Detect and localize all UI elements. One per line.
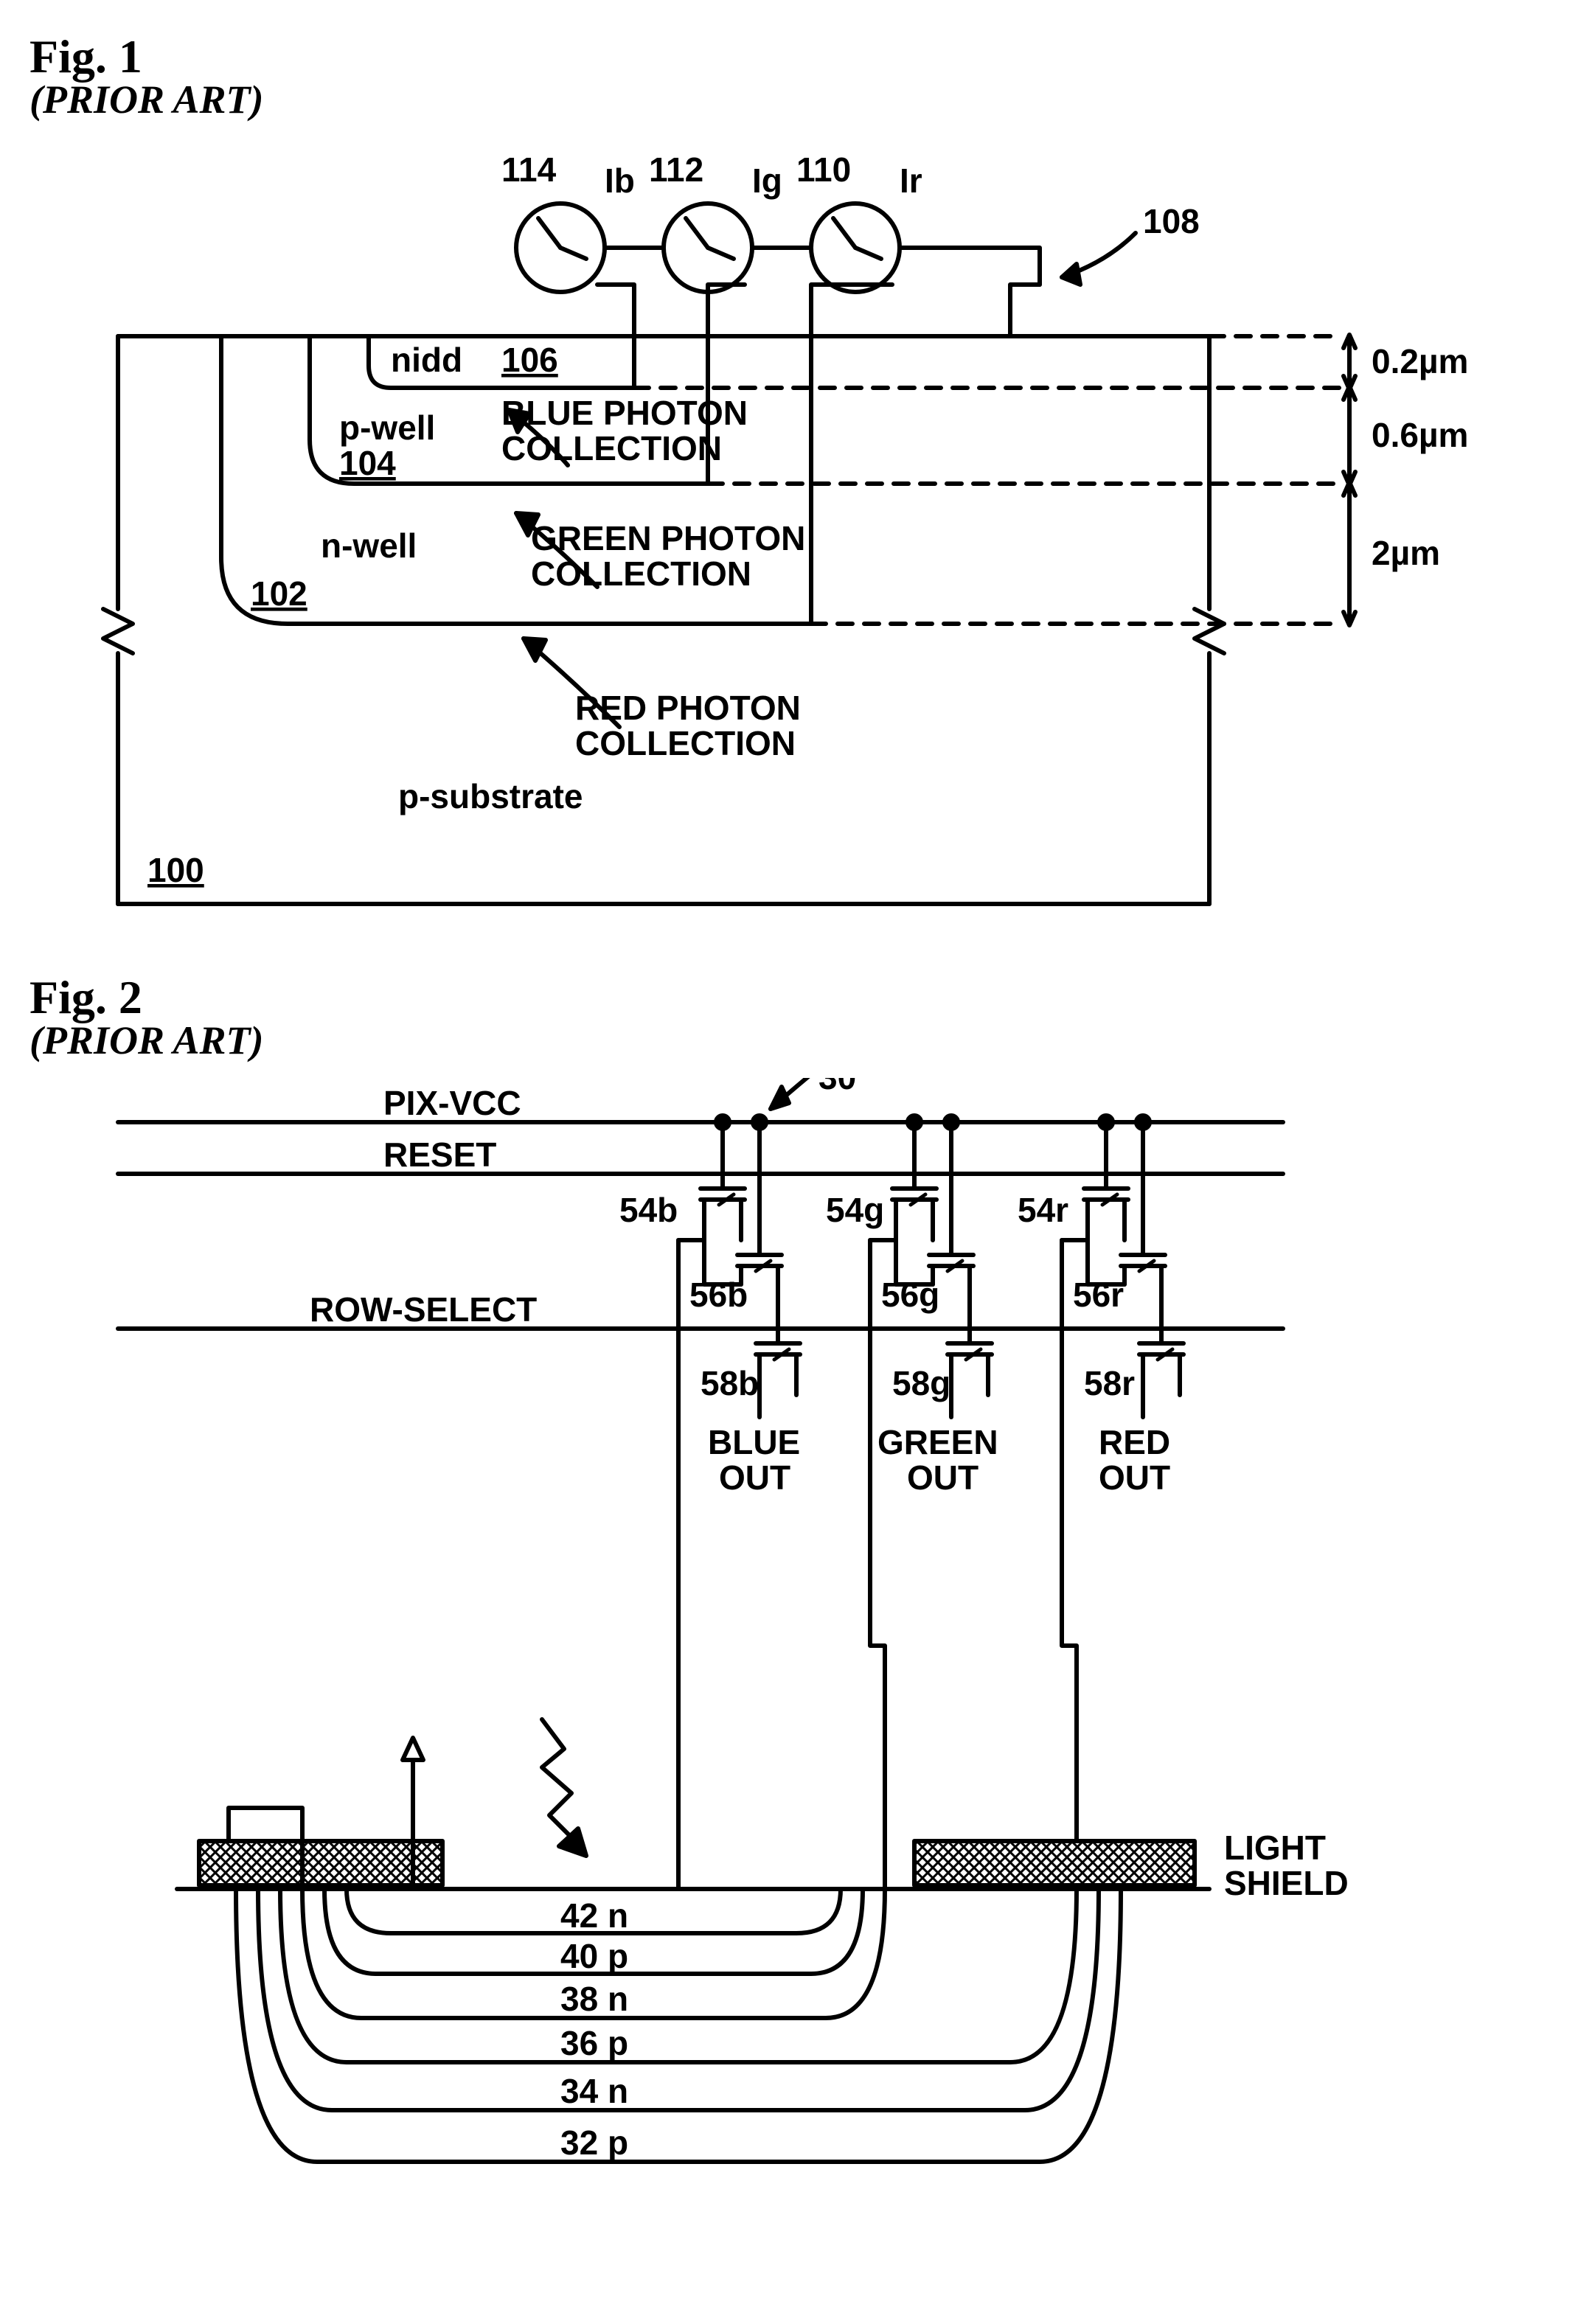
lbl-nidd: nidd — [391, 341, 462, 379]
lbl-d1: 0.2µm — [1372, 342, 1468, 380]
lbl-104: 104 — [339, 444, 396, 482]
lbl-32: 32 p — [560, 2123, 628, 2162]
lbl-d3: 2µm — [1372, 534, 1440, 572]
lbl-100: 100 — [147, 851, 204, 889]
lbl-112: 112 — [649, 150, 703, 189]
lbl-ir: Ir — [900, 161, 922, 200]
fig2-title-block: Fig. 2 (PRIOR ART) — [29, 970, 1549, 1063]
lbl-36: 36 p — [560, 2024, 628, 2062]
lbl-56b: 56b — [689, 1276, 748, 1314]
fig1-title-block: Fig. 1 (PRIOR ART) — [29, 29, 1549, 122]
lbl-56r: 56r — [1073, 1276, 1124, 1314]
lbl-106: 106 — [501, 341, 558, 379]
lbl-ib: Ib — [605, 161, 635, 200]
lbl-58g: 58g — [892, 1364, 950, 1402]
lbl-rowsel: ROW-SELECT — [310, 1290, 537, 1329]
lbl-54r: 54r — [1018, 1191, 1068, 1229]
lbl-nwell: n-well — [321, 526, 417, 565]
lbl-38: 38 n — [560, 1980, 628, 2018]
lbl-54b: 54b — [619, 1191, 678, 1229]
lbl-54g: 54g — [826, 1191, 884, 1229]
lbl-greenout: GREENOUT — [877, 1423, 998, 1497]
lbl-34: 34 n — [560, 2072, 628, 2110]
lbl-56g: 56g — [881, 1276, 939, 1314]
lbl-reset: RESET — [383, 1135, 496, 1174]
lbl-58b: 58b — [701, 1364, 759, 1402]
lbl-ig: Ig — [752, 161, 782, 200]
lbl-108: 108 — [1143, 202, 1200, 240]
lbl-d2: 0.6µm — [1372, 416, 1468, 454]
fig1-subtitle: (PRIOR ART) — [29, 77, 1549, 122]
lbl-110: 110 — [796, 150, 851, 189]
lbl-40: 40 p — [560, 1937, 628, 1975]
lbl-pixvcc: PIX-VCC — [383, 1084, 521, 1122]
lbl-114: 114 — [501, 150, 557, 189]
lbl-green: GREEN PHOTONCOLLECTION — [531, 519, 805, 593]
fig2-subtitle: (PRIOR ART) — [29, 1017, 1549, 1063]
lbl-lightshield: LIGHTSHIELD — [1224, 1829, 1349, 1902]
fig2-diagram: PIX-VCC RESET ROW-SELECT 30 54b 54g 54r … — [29, 1078, 1549, 2295]
lbl-redout: REDOUT — [1099, 1423, 1170, 1497]
lbl-red: RED PHOTONCOLLECTION — [575, 689, 801, 762]
lbl-102: 102 — [251, 574, 307, 613]
lbl-58r: 58r — [1084, 1364, 1135, 1402]
lbl-42: 42 n — [560, 1896, 628, 1935]
lbl-pwell: p-well — [339, 408, 435, 447]
lbl-blueout: BLUEOUT — [708, 1423, 800, 1497]
lbl-psub: p-substrate — [398, 777, 583, 815]
fig1-diagram: 114 Ib 112 Ig 110 Ir 108 nidd 106 p-well… — [29, 137, 1549, 948]
fig1-title: Fig. 1 — [29, 29, 1549, 84]
lbl-blue: BLUE PHOTONCOLLECTION — [501, 394, 748, 467]
fig2-title: Fig. 2 — [29, 970, 1549, 1025]
lbl-30: 30 — [818, 1078, 856, 1096]
